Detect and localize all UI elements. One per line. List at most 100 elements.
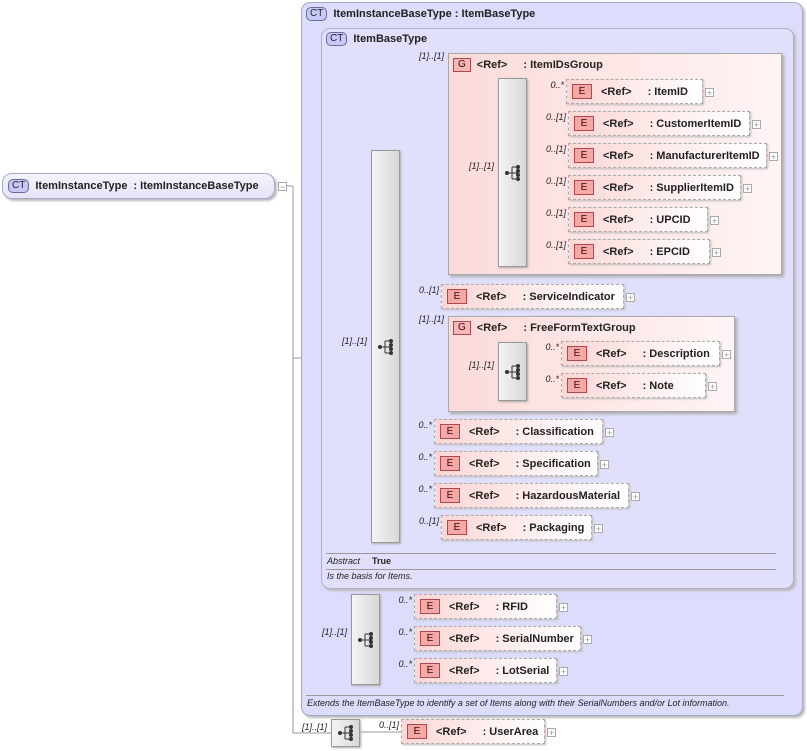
cardinality-label: 0..*: [418, 420, 432, 430]
element-icon: E: [420, 631, 440, 646]
expand-icon[interactable]: +: [583, 635, 592, 645]
expand-icon[interactable]: +: [752, 120, 761, 130]
element-icon: E: [574, 116, 594, 131]
element-node[interactable]: E <Ref>: SupplierItemID: [568, 175, 741, 200]
element-name: : HazardousMaterial: [515, 489, 621, 502]
element-node[interactable]: E <Ref> : CustomerItemID: [568, 111, 750, 136]
element-ref: <Ref>: [469, 425, 500, 438]
element-name: : RFID: [495, 600, 528, 613]
element-name: : LotSerial: [495, 664, 550, 677]
element-icon: E: [447, 520, 467, 535]
element-node[interactable]: E <Ref>: EPCID: [568, 239, 710, 264]
element-node[interactable]: E <Ref> : ManufacturerItemID: [568, 143, 767, 168]
complex-type-icon: CT: [306, 7, 328, 21]
element-node[interactable]: E <Ref>: Specification: [434, 451, 598, 476]
cardinality-label: 0..[1]: [545, 144, 566, 154]
complex-type-icon: CT: [326, 32, 348, 46]
element-name: : EPCID: [649, 245, 690, 258]
sequence-compositor[interactable]: [351, 594, 380, 685]
expand-icon[interactable]: +: [722, 350, 731, 360]
element-icon: E: [574, 212, 594, 227]
element-icon: E: [574, 148, 594, 163]
element-ref: <Ref>: [449, 664, 480, 677]
root-complex-type[interactable]: CT ItemInstanceType : ItemInstanceBaseTy…: [2, 173, 275, 199]
expand-icon[interactable]: +: [626, 293, 635, 303]
element-ref: <Ref>: [449, 600, 480, 613]
expand-icon[interactable]: +: [559, 603, 568, 613]
element-name: : ManufacturerItemID: [649, 149, 760, 162]
outer-title: ItemInstanceBaseType : ItemBaseType: [333, 8, 536, 20]
element-name: : SerialNumber: [495, 632, 574, 645]
cardinality-label: 0..[1]: [545, 112, 566, 122]
sequence-compositor[interactable]: [371, 150, 400, 543]
element-name: : SupplierItemID: [649, 181, 734, 194]
expand-icon[interactable]: +: [559, 667, 568, 677]
collapse-icon[interactable]: −: [278, 182, 287, 192]
expand-icon[interactable]: +: [743, 184, 752, 194]
expand-icon[interactable]: +: [769, 152, 778, 162]
element-node[interactable]: E <Ref>: Packaging: [441, 515, 592, 540]
cardinality-label: 0..*: [418, 484, 432, 494]
expand-icon[interactable]: +: [600, 460, 609, 470]
element-node[interactable]: E <Ref>: Description: [561, 341, 720, 366]
element-ref: <Ref>: [436, 725, 467, 738]
cardinality-label: [1]..[1]: [418, 314, 444, 324]
cardinality-label: 0..[1]: [418, 285, 439, 295]
sequence-compositor[interactable]: [331, 719, 360, 747]
group-ref: <Ref>: [476, 322, 508, 334]
element-node[interactable]: E <Ref>: ItemID: [566, 79, 703, 104]
element-icon: E: [574, 180, 594, 195]
expand-icon[interactable]: +: [547, 728, 556, 738]
cardinality-label: 0..*: [398, 659, 412, 669]
outer-header: CT ItemInstanceBaseType : ItemBaseType: [306, 7, 535, 21]
element-node[interactable]: E <Ref>: Classification: [434, 419, 603, 444]
expand-icon[interactable]: +: [710, 216, 719, 226]
element-node[interactable]: E <Ref> : RFID: [414, 594, 557, 619]
root-base-type: : ItemInstanceBaseType: [133, 180, 259, 192]
sequence-icon: [357, 631, 373, 648]
element-name: : Packaging: [522, 521, 585, 534]
outer-documentation: Extends the ItemBaseType to identify a s…: [307, 698, 730, 708]
element-icon: E: [407, 724, 427, 739]
cardinality-label: 0..[1]: [545, 240, 566, 250]
expand-icon[interactable]: +: [605, 428, 614, 438]
sequence-icon: [504, 363, 520, 380]
element-name: : CustomerItemID: [649, 117, 742, 130]
element-node[interactable]: E <Ref> : UPCID: [568, 207, 708, 232]
sequence-compositor[interactable]: [498, 78, 527, 267]
sequence-icon: [377, 338, 393, 355]
group-header[interactable]: G <Ref>: ItemIDsGroup: [453, 58, 603, 72]
cardinality-label: 0..[1]: [418, 516, 439, 526]
group-icon: G: [453, 321, 471, 335]
element-icon: E: [420, 599, 440, 614]
expand-icon[interactable]: +: [712, 248, 721, 258]
item-base-header: CT ItemBaseType: [326, 32, 427, 46]
expand-icon[interactable]: +: [708, 382, 717, 392]
group-header[interactable]: G <Ref>: FreeFormTextGroup: [453, 321, 636, 335]
element-node[interactable]: E <Ref>: ServiceIndicator: [441, 284, 624, 309]
cardinality-label: [1]..[1]: [468, 360, 494, 370]
expand-icon[interactable]: +: [594, 524, 603, 534]
element-name: : UPCID: [649, 213, 691, 226]
element-node[interactable]: E <Ref>: UserArea: [401, 719, 546, 744]
expand-icon[interactable]: +: [631, 492, 640, 502]
element-icon: E: [420, 663, 440, 678]
expand-icon[interactable]: +: [705, 88, 714, 98]
element-ref: <Ref>: [603, 149, 634, 162]
element-ref: <Ref>: [603, 117, 634, 130]
element-icon: E: [567, 346, 587, 361]
cardinality-label: [1]..[1]: [301, 722, 327, 732]
sequence-compositor[interactable]: [498, 342, 527, 401]
cardinality-label: [1]..[1]: [321, 627, 347, 637]
item-base-documentation: Is the basis for Items.: [327, 571, 413, 581]
cardinality-label: 0..*: [398, 595, 412, 605]
element-ref: <Ref>: [601, 85, 632, 98]
element-node[interactable]: E <Ref>: SerialNumber: [414, 626, 581, 651]
element-name: : Description: [642, 347, 710, 360]
element-ref: <Ref>: [596, 379, 627, 392]
element-node[interactable]: E <Ref> : LotSerial: [414, 658, 557, 683]
element-ref: <Ref>: [603, 213, 634, 226]
element-node[interactable]: E <Ref>: Note: [561, 373, 706, 398]
element-name: : Classification: [515, 425, 594, 438]
element-node[interactable]: E <Ref>: HazardousMaterial: [434, 483, 629, 508]
